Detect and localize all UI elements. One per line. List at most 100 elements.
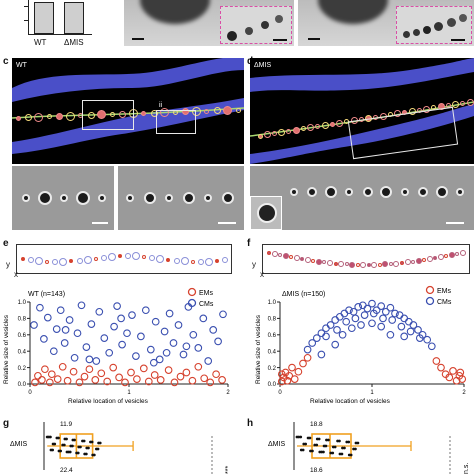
scatter-point-ems — [176, 372, 185, 381]
data-dot — [53, 442, 57, 446]
scatter-chart-mis: ΔMIS (n=150) 0.0 0.2 0.4 0.6 0.8 1.0 0 1 2 EMs C… — [255, 285, 467, 405]
vesicle — [452, 100, 460, 108]
legend-label-cms: CMs — [437, 299, 452, 306]
scale-bar — [451, 39, 465, 41]
scatter-point-ems — [294, 367, 303, 376]
scatter-point-cms — [326, 321, 335, 329]
scatter-point-cms — [427, 342, 436, 351]
vesicle — [46, 114, 52, 120]
scatter-point-cms — [204, 357, 213, 365]
scatter-point-cms — [137, 332, 145, 341]
vesicle — [326, 260, 333, 266]
vesicle — [447, 18, 456, 27]
vesicle — [382, 261, 389, 268]
data-dot — [349, 453, 353, 457]
vesicle — [263, 131, 271, 139]
vesicle — [444, 254, 449, 259]
scatter-point-ems — [53, 375, 62, 383]
data-points — [277, 299, 467, 386]
vesicle — [355, 262, 360, 267]
vesicle — [257, 203, 277, 223]
vesicle — [28, 257, 35, 264]
scatter-point-cms — [52, 325, 61, 333]
y-tick-label: 1.0 — [18, 300, 27, 306]
zoom-box-i — [82, 100, 134, 130]
data-dot — [343, 446, 346, 450]
vesicle — [125, 253, 132, 259]
scatter-point-ems — [45, 378, 54, 387]
vesicle — [143, 192, 156, 204]
scatter-point-cms — [381, 307, 390, 316]
vesicle — [24, 114, 32, 122]
vesicle — [21, 257, 25, 261]
value-label-bottom: 22.4 — [60, 467, 73, 474]
scatter-point-ems — [58, 362, 67, 371]
vesicle — [418, 187, 429, 197]
scatter-point-cms — [128, 311, 136, 319]
y-axis-line — [28, 0, 29, 34]
data-dot — [92, 453, 96, 457]
scatter-point-ems — [80, 372, 89, 381]
data-dot — [62, 443, 66, 447]
scatter-point-cms — [379, 314, 387, 323]
scatter-point-cms — [400, 314, 409, 323]
vesicle — [60, 194, 68, 202]
data-dot — [324, 444, 328, 448]
vesicle — [65, 111, 75, 121]
scatter-point-cms — [303, 345, 312, 354]
tomogram-slice-wt-1 — [12, 166, 114, 230]
vesicle — [69, 259, 74, 264]
zoom-box-ii — [156, 110, 196, 134]
scatter-point-ems — [69, 367, 78, 376]
scatter-point-cms — [331, 340, 340, 349]
scatter-point-cms — [219, 310, 227, 319]
data-dot — [304, 442, 307, 446]
vesicle — [271, 131, 277, 137]
tomogram-wt: WT ii — [12, 58, 244, 164]
scatter-point-cms — [317, 350, 326, 359]
scatter-point-cms — [386, 330, 395, 339]
scatter-point-cms — [342, 317, 351, 326]
scatter-point-ems — [139, 364, 148, 373]
vesicle-chain — [250, 58, 474, 164]
y-tick-label: 0.0 — [268, 382, 277, 388]
scatter-point-cms — [151, 317, 160, 326]
scatter-point-ems — [127, 368, 135, 377]
vesicle — [180, 257, 189, 266]
scatter-point-cms — [87, 320, 96, 328]
scatter-point-cms — [95, 307, 104, 316]
scatter-point-cms — [377, 302, 386, 310]
vesicle — [423, 105, 431, 113]
x-tick-label: 1 — [127, 390, 131, 396]
vesicle — [403, 31, 410, 38]
scatter-point-cms — [308, 339, 317, 347]
data-dot — [73, 438, 76, 442]
scatter-point-cms — [312, 334, 321, 342]
vesicle — [223, 105, 233, 115]
scatter-point-cms — [340, 309, 349, 318]
inset-box — [220, 6, 292, 44]
scatter-point-ems — [194, 362, 203, 371]
category-label: ΔMIS — [268, 441, 285, 448]
vesicle — [56, 112, 64, 120]
vesicle — [466, 98, 474, 106]
vesicle — [132, 252, 141, 261]
vesicle — [109, 112, 115, 118]
vesicle — [267, 251, 271, 255]
data-dot — [57, 436, 60, 440]
vesicle — [423, 26, 431, 34]
data-dot — [87, 446, 90, 450]
vesicle — [456, 188, 464, 196]
vesicle — [373, 114, 379, 120]
vesicle — [408, 107, 416, 115]
scatter-point-cms — [155, 355, 164, 364]
scatter-point-cms — [82, 343, 91, 351]
y-tick-label: 0.2 — [268, 366, 277, 372]
data-dot — [51, 448, 54, 452]
scatter-point-cms — [199, 314, 208, 323]
scatter-point-cms — [30, 321, 38, 329]
scatter-point-cms — [123, 329, 131, 338]
scatter-point-ems — [288, 363, 296, 372]
scatter-point-ems — [303, 353, 312, 362]
vesicle — [235, 107, 241, 113]
